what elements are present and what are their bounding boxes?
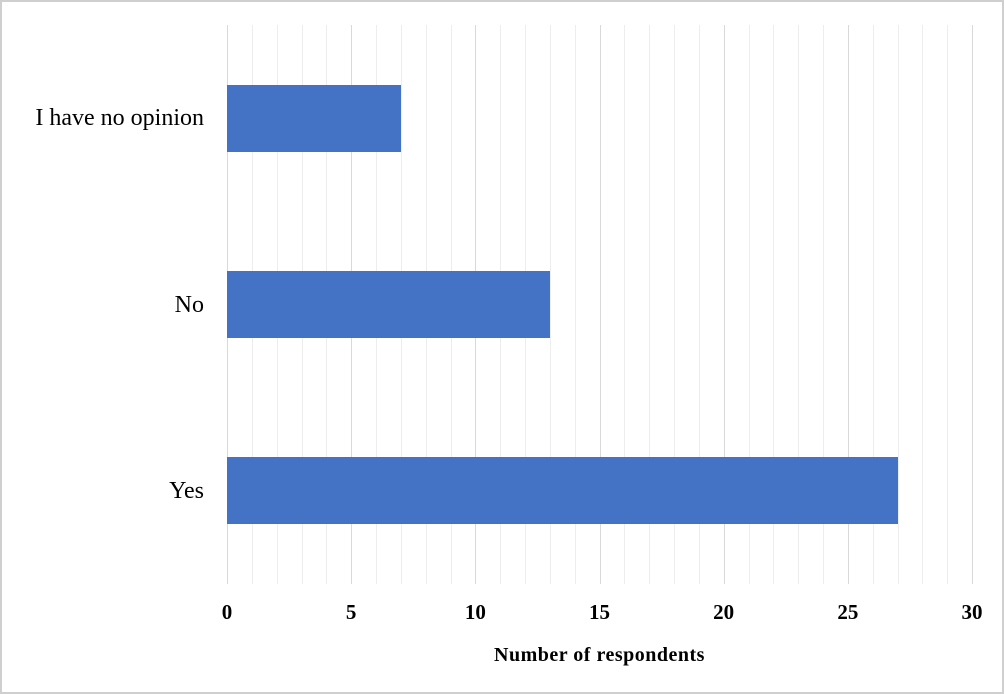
plot-area: [227, 25, 973, 584]
category-label: Yes: [169, 477, 204, 504]
minor-grid-line: [549, 25, 551, 584]
category-label: I have no opinion: [35, 105, 204, 132]
x-axis-title: Number of respondents: [494, 644, 705, 666]
x-tick-label: 0: [221, 600, 233, 624]
minor-grid-line: [897, 25, 899, 584]
x-tick-label: 25: [837, 600, 859, 624]
minor-grid-line: [624, 25, 626, 584]
major-grid-line: [599, 25, 601, 584]
x-tick-label: 10: [464, 600, 486, 624]
minor-grid-line: [649, 25, 651, 584]
minor-grid-line: [872, 25, 874, 584]
bar: [227, 84, 401, 152]
minor-grid-line: [773, 25, 775, 584]
bar: [227, 271, 550, 338]
minor-grid-line: [748, 25, 750, 584]
minor-grid-line: [947, 25, 949, 584]
x-tick-label: 15: [589, 600, 610, 624]
major-grid-line: [972, 25, 973, 584]
minor-grid-line: [674, 25, 675, 584]
minor-grid-line: [798, 25, 800, 584]
x-tick-label: 20: [713, 600, 735, 624]
minor-grid-line: [922, 25, 924, 584]
x-tick-label: 30: [961, 600, 983, 624]
category-label: No: [174, 291, 204, 318]
x-tick-label: 5: [345, 600, 357, 624]
bar: [227, 457, 898, 525]
minor-grid-line: [698, 25, 700, 584]
minor-grid-line: [823, 25, 824, 584]
major-grid-line: [723, 25, 725, 584]
minor-grid-line: [574, 25, 576, 584]
major-grid-line: [847, 25, 849, 584]
